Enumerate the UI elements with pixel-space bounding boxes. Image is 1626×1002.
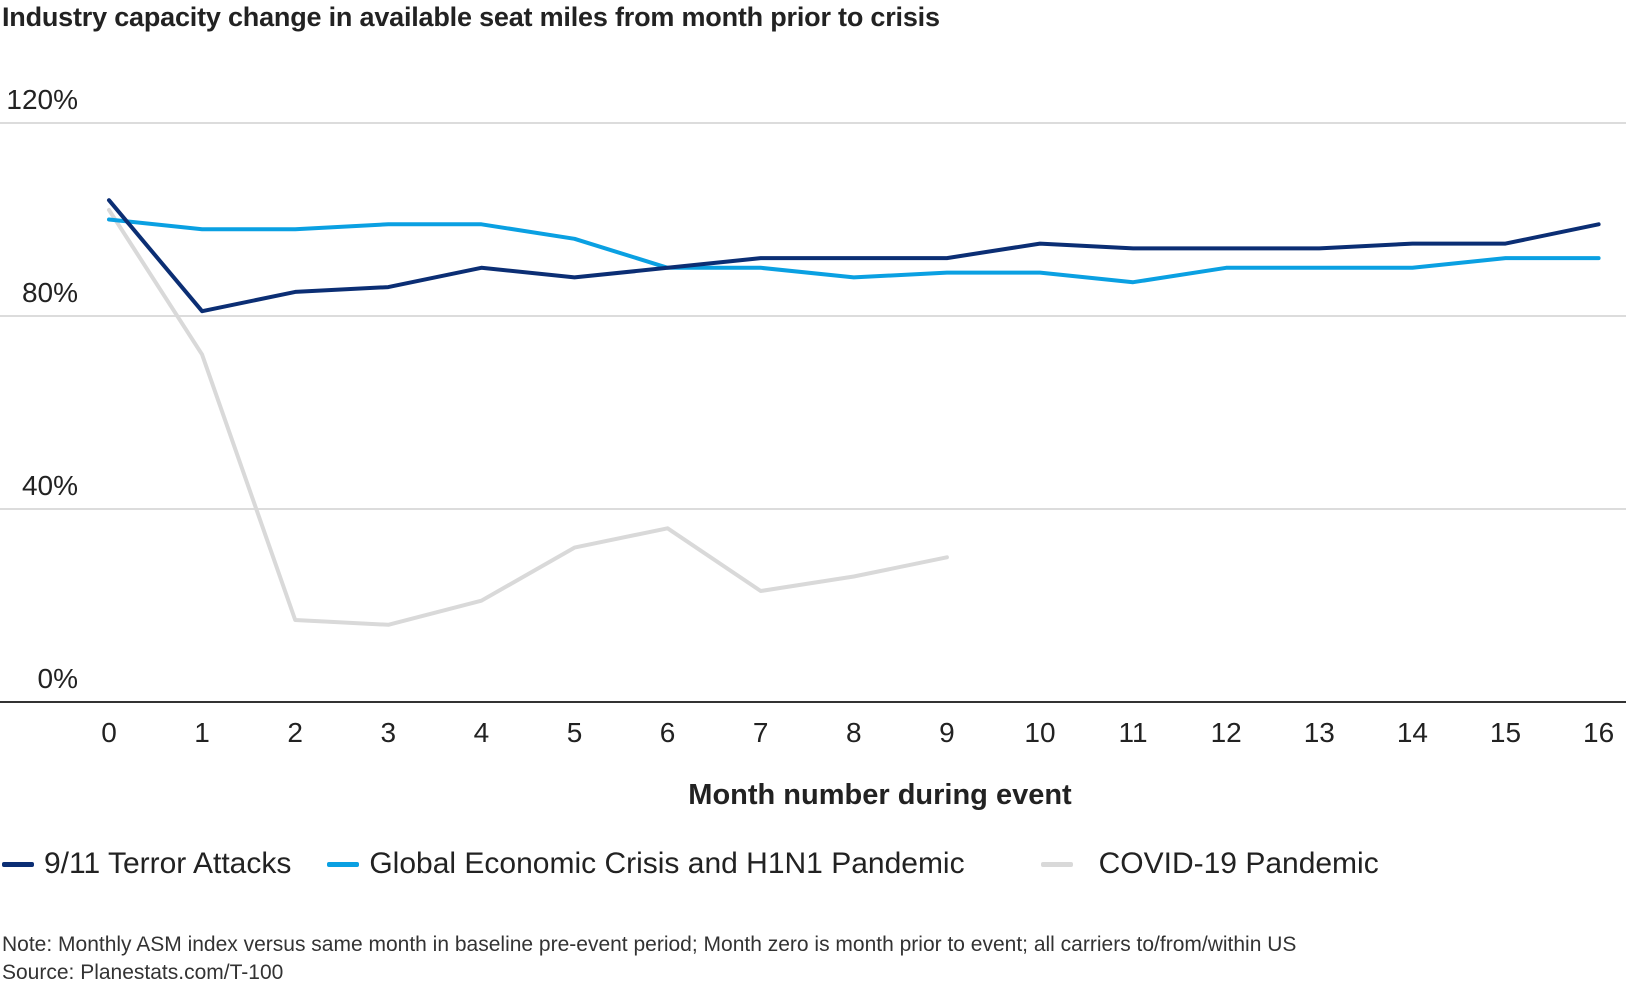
x-tick-label: 10 [1024, 717, 1055, 748]
x-tick-label: 2 [287, 717, 303, 748]
legend-swatch-covid [1040, 861, 1073, 867]
x-axis-label: Month number during event [688, 779, 1072, 811]
legend-item-gec-h1n1: Global Economic Crisis and H1N1 Pandemic [327, 847, 965, 881]
legend-label-gec-h1n1: Global Economic Crisis and H1N1 Pandemic [369, 847, 965, 880]
series-lines [107, 198, 1601, 627]
x-tick-label: 13 [1304, 717, 1335, 748]
line-chart: 0%40%80%120% 0 1 2 3 4 5 6 7 8 9 10 11 12 13 14 15 16 Mo… [0, 84, 1626, 811]
series-line-global-economic-crisis-and-h1n1-pandemic [107, 217, 1601, 285]
legend-label-covid: COVID-19 Pandemic [1098, 847, 1379, 880]
legend-swatch-911 [2, 861, 34, 867]
x-tick-label: 5 [567, 717, 583, 748]
x-tick-label: 0 [101, 717, 117, 748]
y-tick-label: 0% [38, 663, 78, 694]
x-axis-ticks: 0 1 2 3 4 5 6 7 8 9 10 11 12 13 14 15 16 [101, 717, 1614, 748]
legend-label-911: 9/11 Terror Attacks [44, 847, 292, 880]
chart-title: Industry capacity change in available se… [2, 2, 940, 32]
x-tick-label: 8 [846, 717, 862, 748]
x-tick-label: 11 [1119, 717, 1148, 748]
legend-item-covid: COVID-19 Pandemic [1001, 847, 1379, 881]
x-tick-label: 7 [753, 717, 769, 748]
y-tick-label: 40% [22, 470, 78, 501]
y-tick-label: 120% [6, 84, 78, 115]
x-tick-label: 1 [194, 717, 210, 748]
x-tick-label: 14 [1397, 717, 1428, 748]
x-tick-label: 4 [474, 717, 490, 748]
x-tick-label: 6 [660, 717, 676, 748]
legend-swatch-gec-h1n1 [327, 861, 360, 867]
series-line-9-11-terror-attacks [107, 198, 1601, 314]
x-tick-label: 3 [381, 717, 397, 748]
series-line-covid-19-pandemic [107, 207, 949, 627]
legend: 9/11 Terror Attacks Global Economic Cris… [2, 847, 1415, 881]
x-tick-label: 9 [939, 717, 955, 748]
gridlines [0, 122, 1626, 510]
y-tick-label: 80% [22, 277, 78, 308]
x-tick-label: 15 [1490, 717, 1521, 748]
x-tick-label: 12 [1211, 717, 1242, 748]
x-tick-label: 16 [1583, 717, 1614, 748]
y-axis-ticks: 0% 40% 80% 120% [6, 84, 78, 694]
footnote: Note: Monthly ASM index versus same mont… [2, 933, 1297, 956]
legend-item-911: 9/11 Terror Attacks [2, 847, 291, 881]
source-note: Source: Planestats.com/T-100 [2, 961, 284, 984]
